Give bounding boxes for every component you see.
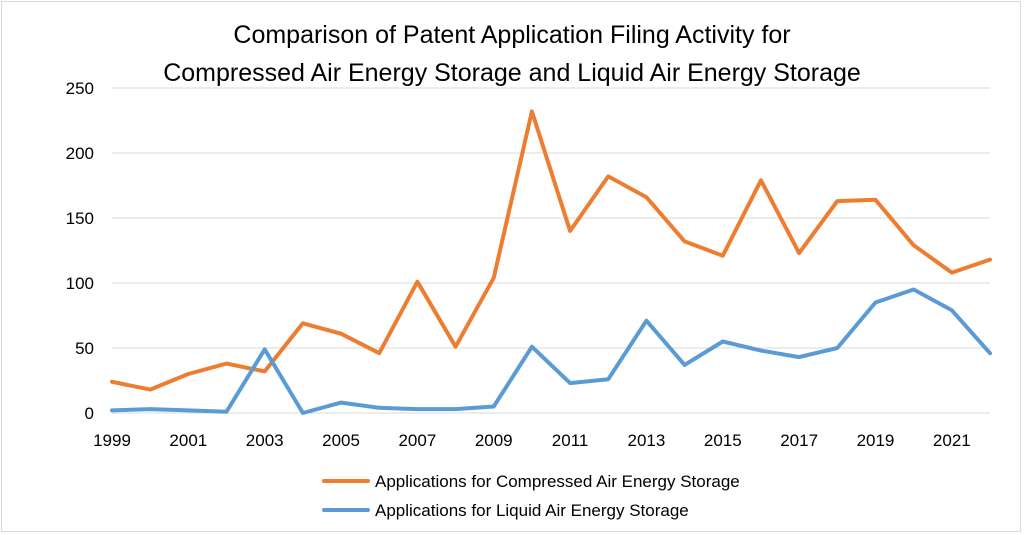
- x-tick-label: 2011: [552, 431, 589, 450]
- x-tick-label: 2021: [933, 431, 971, 450]
- y-tick-label: 100: [66, 274, 94, 293]
- series-lines: [110, 109, 992, 415]
- y-axis-ticks: 0 50 100 150 200 250: [66, 79, 94, 423]
- x-tick-label: 2013: [628, 431, 666, 450]
- x-tick-label: 2017: [780, 431, 818, 450]
- x-axis-ticks: 1999 2001 2003 2005 2007 2009 2011 2013 2015 2017…: [93, 431, 971, 450]
- x-tick-label: 1999: [93, 431, 131, 450]
- legend: Applications for Compressed Air Energy S…: [322, 472, 740, 520]
- x-tick-label: 2003: [246, 431, 284, 450]
- chart-title-line-2: Compressed Air Energy Storage and Liquid…: [163, 59, 861, 87]
- chart-title-line-1: Comparison of Patent Application Filing …: [233, 21, 791, 49]
- legend-label-1: Applications for Compressed Air Energy S…: [375, 472, 740, 491]
- x-tick-label: 2019: [857, 431, 895, 450]
- series-line-1: [110, 109, 992, 392]
- y-tick-label: 0: [85, 404, 94, 423]
- y-tick-label: 50: [75, 339, 94, 358]
- legend-label-2: Applications for Liquid Air Energy Stora…: [375, 501, 689, 520]
- x-tick-label: 2005: [322, 431, 360, 450]
- y-tick-label: 200: [66, 144, 94, 163]
- x-tick-label: 2007: [398, 431, 436, 450]
- y-tick-label: 250: [66, 79, 94, 98]
- x-tick-label: 2009: [475, 431, 513, 450]
- x-tick-label: 2015: [704, 431, 742, 450]
- x-tick-label: 2001: [169, 431, 207, 450]
- gridlines: [112, 87, 990, 349]
- series-line-2: [110, 287, 992, 415]
- y-tick-label: 150: [66, 209, 94, 228]
